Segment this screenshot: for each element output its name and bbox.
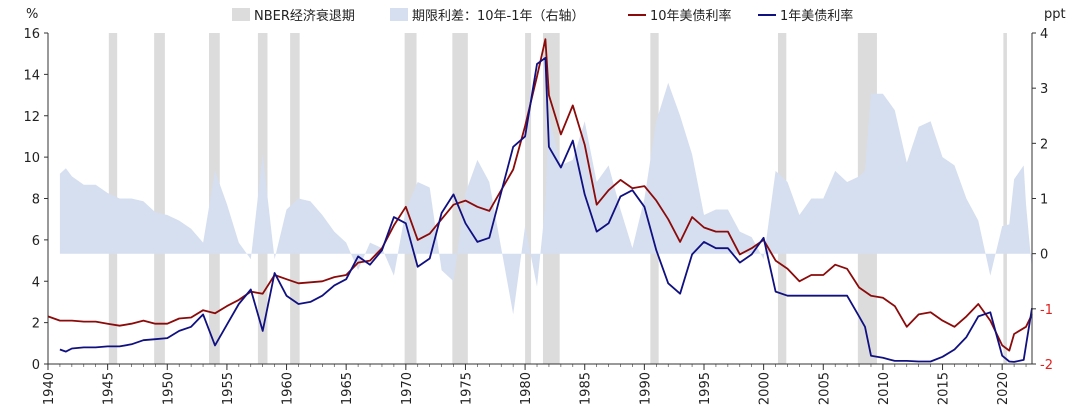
right-axis-label: ppt [1044, 7, 1066, 22]
spread-area-group [59, 82, 1032, 315]
series-lines [47, 38, 1033, 363]
x-tick-label: 1995 [698, 372, 713, 405]
x-tick-label: 1990 [638, 372, 653, 405]
recession-band [525, 33, 532, 364]
legend-swatch-spread [390, 8, 408, 21]
legend-label: 期限利差：10年-1年（右轴） [412, 9, 585, 24]
recession-band [1003, 33, 1007, 364]
left-axis-label: % [26, 7, 38, 22]
legend-label: 10年美债利率 [650, 8, 732, 24]
right-tick-label: 0 [1040, 248, 1048, 263]
ten-year-line [47, 38, 1033, 352]
left-tick-label: 14 [23, 68, 40, 83]
recession-band [154, 33, 165, 364]
x-tick-label: 1945 [102, 372, 117, 405]
right-tick-label: 3 [1040, 82, 1048, 97]
x-tick-label: 2015 [937, 372, 952, 405]
one-year-line [59, 56, 1033, 363]
x-tick-label: 1950 [161, 372, 176, 405]
left-tick-label: 6 [32, 234, 40, 249]
x-tick-label: 1955 [221, 372, 236, 405]
x-tick-label: 1960 [281, 372, 296, 405]
right-tick-label: -2 [1040, 358, 1053, 373]
right-tick-label: 4 [1040, 27, 1048, 42]
spread-area [59, 82, 1032, 315]
legend-label: 1年美债利率 [780, 8, 853, 24]
x-tick-label: 1975 [459, 372, 474, 405]
left-tick-label: 10 [23, 151, 40, 166]
x-tick-label: 2000 [758, 372, 773, 405]
x-tick-label: 2020 [996, 372, 1011, 405]
x-tick-label: 2010 [877, 372, 892, 405]
recession-band [452, 33, 468, 364]
right-tick-label: 2 [1040, 137, 1048, 152]
left-tick-label: 12 [23, 110, 40, 125]
x-tick-label: 1980 [519, 372, 534, 405]
left-tick-label: 0 [32, 358, 40, 373]
left-tick-label: 16 [23, 27, 40, 42]
x-tick-label: 1985 [579, 372, 594, 405]
left-tick-label: 8 [32, 193, 40, 208]
x-tick-label: 1970 [400, 372, 415, 405]
right-tick-label: -1 [1040, 303, 1053, 318]
legend-label: NBER经济衰退期 [254, 8, 355, 24]
legend: NBER经济衰退期 期限利差：10年-1年（右轴） 10年美债利率 1年美债利率 [232, 8, 853, 24]
x-tick-label: 1940 [42, 372, 57, 405]
left-tick-label: 4 [32, 275, 40, 290]
legend-swatch-recession [232, 8, 250, 21]
left-tick-label: 2 [32, 317, 40, 332]
x-tick-label: 1965 [340, 372, 355, 405]
right-tick-label: 1 [1040, 193, 1048, 208]
recession-band [290, 33, 300, 364]
x-tick-label: 2005 [817, 372, 832, 405]
